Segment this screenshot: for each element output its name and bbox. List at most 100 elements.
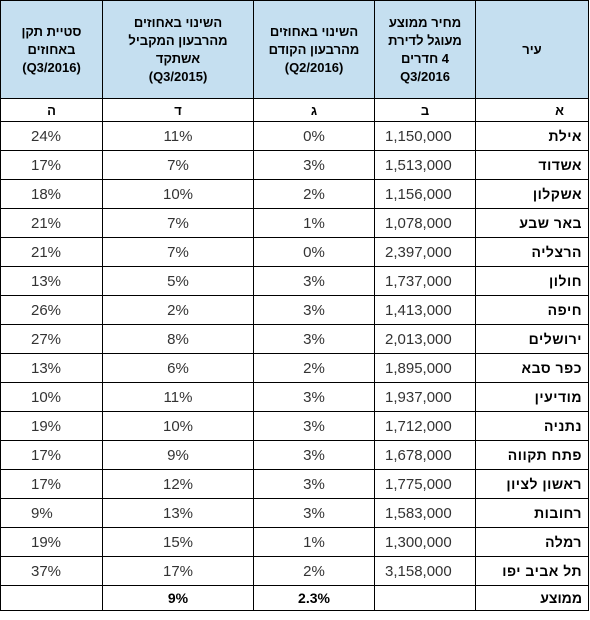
year-change-cell: 8% bbox=[102, 324, 254, 354]
price-cell: 1,583,000 bbox=[374, 498, 476, 528]
deviation-cell: 27% bbox=[0, 324, 103, 354]
city-cell: הרצליה bbox=[475, 237, 589, 267]
year-change-cell: 7% bbox=[102, 208, 254, 238]
table-row: הרצליה 2,397,000 0% 7% 21% bbox=[0, 237, 589, 267]
deviation-cell: 13% bbox=[0, 353, 103, 383]
quarter-change-cell: 2% bbox=[253, 179, 375, 209]
table-row: אילת 1,150,000 0% 11% 24% bbox=[0, 121, 589, 151]
quarter-change-cell: 3% bbox=[253, 440, 375, 470]
table-row: חיפה 1,413,000 3% 2% 26% bbox=[0, 295, 589, 325]
deviation-cell: 18% bbox=[0, 179, 103, 209]
price-cell: 1,937,000 bbox=[374, 382, 476, 412]
data-rows: אילת 1,150,000 0% 11% 24% אשדוד 1,513,000 3% 7% 1… bbox=[0, 121, 589, 586]
city-cell: חולון bbox=[475, 266, 589, 296]
year-change-cell: 11% bbox=[102, 121, 254, 151]
deviation-cell: 37% bbox=[0, 556, 103, 586]
price-cell: 1,413,000 bbox=[374, 295, 476, 325]
year-change-cell: 7% bbox=[102, 150, 254, 180]
city-cell: ראשון לציון bbox=[475, 469, 589, 499]
header-row: עיר מחיר ממוצע מעוגל לדירת 4 חדרים Q3/20… bbox=[0, 0, 589, 99]
price-cell: 1,150,000 bbox=[374, 121, 476, 151]
city-cell: פתח תקווה bbox=[475, 440, 589, 470]
city-cell: רחובות bbox=[475, 498, 589, 528]
price-cell: 1,156,000 bbox=[374, 179, 476, 209]
year-change-cell: 15% bbox=[102, 527, 254, 557]
year-change-cell: 17% bbox=[102, 556, 254, 586]
letter-quarter: ג bbox=[253, 98, 375, 122]
city-cell: תל אביב יפו bbox=[475, 556, 589, 586]
deviation-cell: 19% bbox=[0, 527, 103, 557]
quarter-change-cell: 3% bbox=[253, 382, 375, 412]
table-row: אשדוד 1,513,000 3% 7% 17% bbox=[0, 150, 589, 180]
price-cell: 1,737,000 bbox=[374, 266, 476, 296]
deviation-cell: 19% bbox=[0, 411, 103, 441]
table-row: כפר סבא 1,895,000 2% 6% 13% bbox=[0, 353, 589, 383]
price-cell: 1,300,000 bbox=[374, 527, 476, 557]
letter-price: ב bbox=[374, 98, 476, 122]
quarter-change-cell: 3% bbox=[253, 469, 375, 499]
deviation-cell: 13% bbox=[0, 266, 103, 296]
year-change-cell: 10% bbox=[102, 411, 254, 441]
table-row: באר שבע 1,078,000 1% 7% 21% bbox=[0, 208, 589, 238]
header-price: מחיר ממוצע מעוגל לדירת 4 חדרים Q3/2016 bbox=[374, 0, 476, 99]
table-row: פתח תקווה 1,678,000 3% 9% 17% bbox=[0, 440, 589, 470]
year-change-cell: 11% bbox=[102, 382, 254, 412]
quarter-change-cell: 3% bbox=[253, 266, 375, 296]
quarter-change-cell: 2% bbox=[253, 556, 375, 586]
city-cell: נתניה bbox=[475, 411, 589, 441]
quarter-change-cell: 3% bbox=[253, 295, 375, 325]
year-change-cell: 13% bbox=[102, 498, 254, 528]
deviation-cell: 17% bbox=[0, 440, 103, 470]
letter-year: ד bbox=[102, 98, 254, 122]
city-cell: אשקלון bbox=[475, 179, 589, 209]
quarter-change-cell: 0% bbox=[253, 237, 375, 267]
quarter-change-cell: 3% bbox=[253, 498, 375, 528]
average-price bbox=[374, 585, 476, 611]
average-deviation bbox=[0, 585, 103, 611]
header-quarter-change: השינוי באחוזים מהרבעון הקודם (Q2/2016) bbox=[253, 0, 375, 99]
quarter-change-cell: 3% bbox=[253, 411, 375, 441]
header-year-change: השינוי באחוזים מהרבעון המקביל אשתקד (Q3/… bbox=[102, 0, 254, 99]
city-cell: אילת bbox=[475, 121, 589, 151]
price-cell: 2,013,000 bbox=[374, 324, 476, 354]
city-cell: כפר סבא bbox=[475, 353, 589, 383]
deviation-cell: 9% bbox=[0, 498, 103, 528]
average-quarter: 2.3% bbox=[253, 585, 375, 611]
quarter-change-cell: 3% bbox=[253, 324, 375, 354]
city-cell: רמלה bbox=[475, 527, 589, 557]
price-cell: 1,678,000 bbox=[374, 440, 476, 470]
average-year: 9% bbox=[102, 585, 254, 611]
column-letters-row: א ב ג ד ה bbox=[0, 98, 589, 122]
year-change-cell: 5% bbox=[102, 266, 254, 296]
table-row: רחובות 1,583,000 3% 13% 9% bbox=[0, 498, 589, 528]
letter-deviation: ה bbox=[0, 98, 103, 122]
price-cell: 1,513,000 bbox=[374, 150, 476, 180]
quarter-change-cell: 3% bbox=[253, 150, 375, 180]
table-row: תל אביב יפו 3,158,000 2% 17% 37% bbox=[0, 556, 589, 586]
quarter-change-cell: 2% bbox=[253, 353, 375, 383]
city-cell: מודיעין bbox=[475, 382, 589, 412]
table-row: נתניה 1,712,000 3% 10% 19% bbox=[0, 411, 589, 441]
deviation-cell: 21% bbox=[0, 208, 103, 238]
letter-city: א bbox=[475, 98, 589, 122]
table-row: חולון 1,737,000 3% 5% 13% bbox=[0, 266, 589, 296]
average-label: ממוצע bbox=[475, 585, 589, 611]
price-cell: 1,078,000 bbox=[374, 208, 476, 238]
table-row: רמלה 1,300,000 1% 15% 19% bbox=[0, 527, 589, 557]
price-cell: 1,712,000 bbox=[374, 411, 476, 441]
quarter-change-cell: 1% bbox=[253, 527, 375, 557]
year-change-cell: 2% bbox=[102, 295, 254, 325]
city-cell: באר שבע bbox=[475, 208, 589, 238]
price-cell: 3,158,000 bbox=[374, 556, 476, 586]
deviation-cell: 17% bbox=[0, 469, 103, 499]
city-cell: ירושלים bbox=[475, 324, 589, 354]
table-row: אשקלון 1,156,000 2% 10% 18% bbox=[0, 179, 589, 209]
deviation-cell: 21% bbox=[0, 237, 103, 267]
city-cell: אשדוד bbox=[475, 150, 589, 180]
year-change-cell: 9% bbox=[102, 440, 254, 470]
table-row: ירושלים 2,013,000 3% 8% 27% bbox=[0, 324, 589, 354]
header-city: עיר bbox=[475, 0, 589, 99]
year-change-cell: 6% bbox=[102, 353, 254, 383]
deviation-cell: 10% bbox=[0, 382, 103, 412]
